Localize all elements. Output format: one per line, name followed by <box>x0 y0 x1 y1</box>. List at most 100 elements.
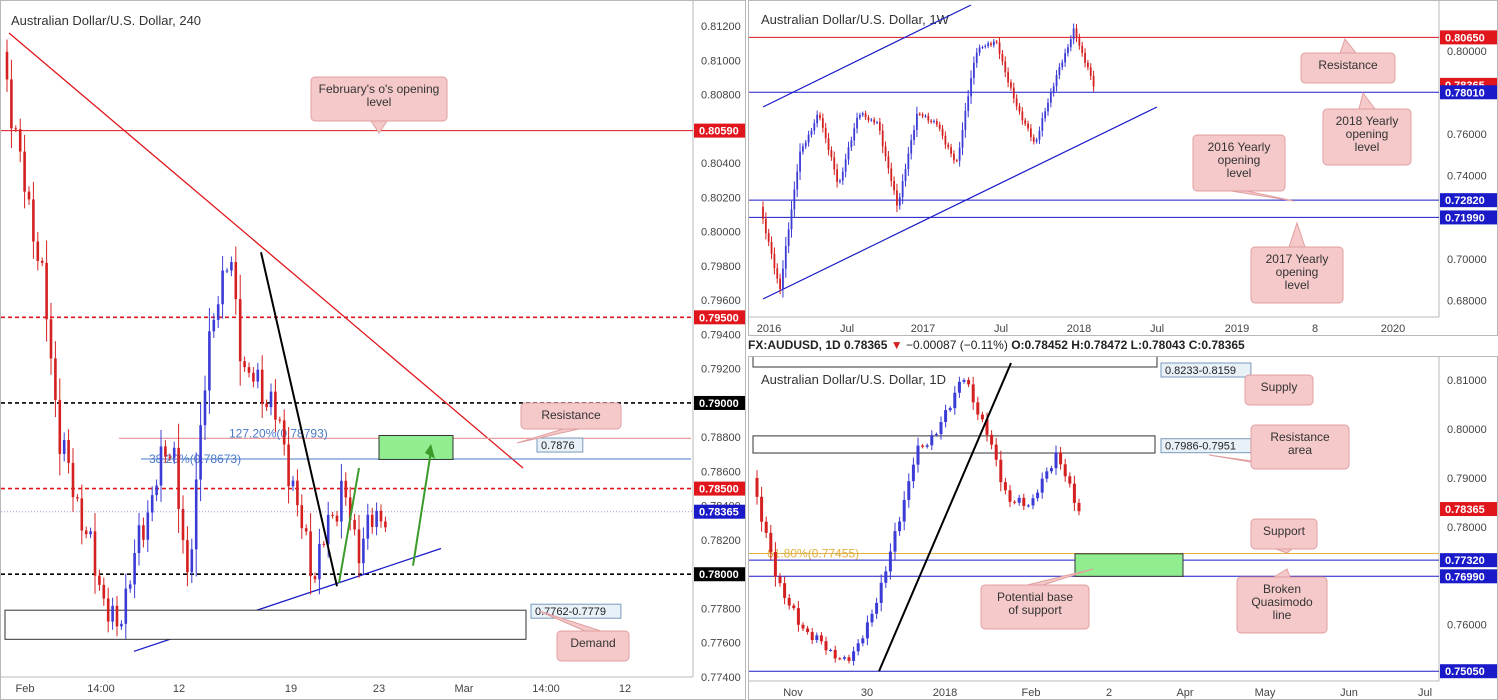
candle <box>1058 67 1061 76</box>
candle <box>776 268 779 279</box>
daily-chart-title: Australian Dollar/U.S. Dollar, 1D <box>761 372 946 387</box>
candle <box>168 456 172 458</box>
h4-chart-svg[interactable]: 0.812000.810000.808000.806000.804000.802… <box>1 1 746 700</box>
candle <box>142 525 145 540</box>
weekly-chart-svg[interactable]: 0.80000 0.76000 0.74000 0.70000 0.68000 2016 J… <box>749 1 1498 336</box>
x-tick-label: 12 <box>173 683 185 695</box>
candle <box>1010 82 1012 88</box>
candle <box>792 605 796 609</box>
x-tick-label: Nov <box>783 687 803 699</box>
candle <box>199 425 202 480</box>
candle <box>124 588 128 624</box>
close-value: C:0.78365 <box>1188 338 1245 352</box>
price-tag-label: 0.77320 <box>1445 555 1485 567</box>
candle <box>856 117 858 129</box>
candle <box>313 576 317 580</box>
candle <box>827 138 830 151</box>
candle <box>801 624 805 629</box>
candle <box>216 304 220 320</box>
supply-callout-text: Supply <box>1261 380 1298 394</box>
candle <box>815 635 819 641</box>
candle <box>265 403 268 408</box>
candle <box>1008 490 1012 502</box>
price-tag-label: 0.78500 <box>699 484 739 496</box>
fib-382-label: 38.20%(0.78673) <box>149 452 241 466</box>
candle <box>893 180 895 191</box>
daily-chart-svg[interactable]: 0.81000 0.80000 0.79000 0.78000 0.76000 Nov 30… <box>749 357 1498 700</box>
candle <box>907 153 910 170</box>
daily-chart-panel[interactable]: Australian Dollar/U.S. Dollar, 1D 0.8100… <box>748 356 1498 700</box>
x-tick-label: Mar <box>455 683 474 695</box>
channel-lower-line <box>762 106 1158 300</box>
candle <box>953 153 955 161</box>
price-tag-label: 0.80590 <box>699 126 739 138</box>
x-tick-label: 2018 <box>933 687 957 699</box>
candle <box>911 464 915 482</box>
candle <box>870 119 873 121</box>
candle <box>816 114 819 124</box>
candle <box>864 113 867 118</box>
candle <box>1003 482 1007 491</box>
candle <box>887 156 890 169</box>
candle <box>1012 87 1015 99</box>
candle <box>964 110 967 130</box>
broken-qm-callout-pointer <box>1272 568 1291 578</box>
x-tick-label: Apr <box>1176 687 1193 699</box>
candle <box>164 446 167 457</box>
candle <box>796 171 799 190</box>
price-tag-label: 0.76990 <box>1445 571 1485 583</box>
candle <box>1001 53 1004 62</box>
candle <box>282 420 286 445</box>
high-value: H:0.78472 <box>1071 338 1128 352</box>
candle <box>1072 28 1075 40</box>
candle <box>137 525 141 554</box>
candle <box>819 635 823 642</box>
candle <box>120 623 123 627</box>
candle <box>256 369 260 382</box>
symbol-info-bar: FX:AUDUSD, 1D 0.78365 ▼ −0.00087 (−0.11%… <box>748 338 1245 352</box>
yearly-2018-callout-text: level <box>1355 140 1380 154</box>
x-tick-label: 2016 <box>757 323 781 335</box>
level-07876-label <box>536 437 584 453</box>
price-tag <box>1440 502 1497 517</box>
impulse-line <box>878 362 1012 672</box>
x-tick-label: 12 <box>619 683 631 695</box>
candle <box>98 575 101 585</box>
candle <box>1044 111 1047 119</box>
base-support-callout <box>980 584 1090 630</box>
candle <box>36 241 40 261</box>
candle <box>853 128 856 141</box>
candle <box>14 128 18 130</box>
candle <box>957 381 961 393</box>
candle <box>870 613 874 623</box>
resistance-callout <box>520 402 622 430</box>
candle <box>888 551 892 572</box>
candle <box>881 130 884 147</box>
price-tag-label: 0.72820 <box>1445 195 1485 207</box>
candle <box>1041 118 1044 131</box>
price-tag-label: 0.78010 <box>1445 87 1485 99</box>
candle <box>916 445 920 465</box>
candle <box>1013 501 1017 503</box>
x-tick-label: 14:00 <box>87 683 115 695</box>
candle <box>23 151 26 192</box>
candle <box>934 434 938 436</box>
broken-qm-callout-text: line <box>1273 608 1292 622</box>
candle <box>362 538 365 564</box>
candle <box>865 622 869 639</box>
x-tick-label: Jul <box>994 323 1008 335</box>
h4-chart-panel[interactable]: Australian Dollar/U.S. Dollar, 240 0.812… <box>0 0 746 700</box>
x-tick-label: 30 <box>861 687 873 699</box>
weekly-chart-panel[interactable]: Australian Dollar/U.S. Dollar, 1W 0.8000… <box>748 0 1498 336</box>
candle <box>802 146 804 152</box>
candle <box>844 159 847 172</box>
candle <box>1072 483 1076 503</box>
candle <box>1015 98 1018 107</box>
x-tick-label: Jun <box>1340 687 1358 699</box>
candle <box>150 495 154 513</box>
y-tick-label: 0.80800 <box>701 90 741 102</box>
y-tick-label: 0.81200 <box>701 21 741 33</box>
candle <box>340 480 343 522</box>
candle <box>783 583 787 598</box>
base-support-callout-pointer <box>1026 568 1094 586</box>
